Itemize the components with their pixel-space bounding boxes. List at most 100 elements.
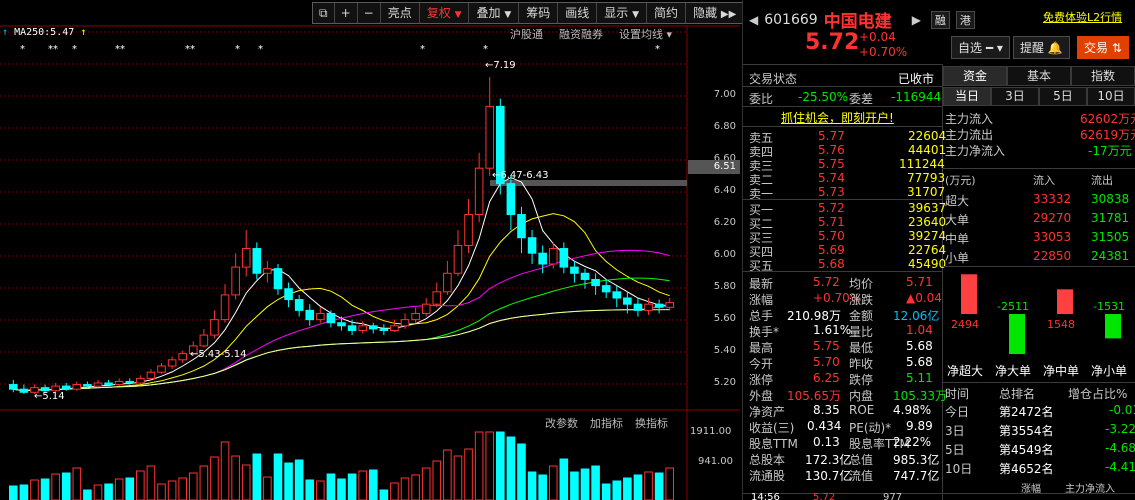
candlestick-chart[interactable]: * ** * ** ** * * * * * <box>0 0 740 500</box>
toolbar-chips[interactable]: 筹码 <box>519 3 559 23</box>
toolbar-draw[interactable]: 画线 <box>558 3 598 23</box>
candle[interactable] <box>252 242 262 280</box>
candle[interactable] <box>326 310 336 328</box>
link-switch-indicator[interactable]: 换指标 <box>635 417 668 430</box>
candle[interactable] <box>538 245 547 274</box>
candle[interactable] <box>125 378 135 385</box>
candle[interactable] <box>284 282 293 308</box>
candle[interactable] <box>665 298 675 311</box>
candle[interactable] <box>51 383 60 393</box>
candle[interactable] <box>506 175 516 230</box>
sell-level-price[interactable]: 5.75 <box>818 157 845 171</box>
event-marker[interactable]: * <box>655 44 660 55</box>
event-marker[interactable]: * <box>420 44 425 55</box>
candle[interactable] <box>347 319 357 336</box>
candle[interactable] <box>623 291 632 314</box>
link-add-indicator[interactable]: 加指标 <box>590 417 623 430</box>
remind-button[interactable]: 提醒 🔔 <box>1013 36 1070 59</box>
candle[interactable] <box>157 362 166 374</box>
event-marker[interactable]: * <box>235 44 240 55</box>
free-l2-link[interactable]: 免费体验L2行情 <box>1043 11 1123 24</box>
candle[interactable] <box>612 285 622 308</box>
candle[interactable] <box>220 284 230 323</box>
toolbar-display[interactable]: 显示 ▼ <box>597 3 648 23</box>
candle[interactable] <box>9 379 18 393</box>
candle[interactable] <box>390 319 399 332</box>
candle[interactable] <box>19 384 29 394</box>
candle[interactable] <box>30 384 39 394</box>
trade-button[interactable]: 交易 ⇅ <box>1077 36 1129 59</box>
candle[interactable] <box>273 264 283 295</box>
promo-link[interactable]: 抓住机会，即刻开户! <box>781 111 894 125</box>
watchlist-button[interactable]: 自选 ━ ▾ <box>951 36 1010 59</box>
candle[interactable] <box>61 383 71 391</box>
candle[interactable] <box>136 375 145 385</box>
candle[interactable] <box>633 298 643 317</box>
candle[interactable] <box>517 206 526 254</box>
event-marker[interactable]: * <box>72 44 77 55</box>
candle[interactable] <box>368 322 378 334</box>
candle[interactable] <box>400 313 410 329</box>
candle[interactable] <box>83 381 92 388</box>
tab-fund[interactable]: 资金 <box>943 66 1007 86</box>
prev-stock-icon[interactable]: ◀ <box>749 12 759 27</box>
candle[interactable] <box>580 268 590 289</box>
candle[interactable] <box>263 260 272 283</box>
buy-level-price[interactable]: 5.70 <box>818 229 845 243</box>
candle[interactable] <box>644 298 653 315</box>
event-marker[interactable]: * <box>258 44 263 55</box>
link-change-params[interactable]: 改参数 <box>545 417 578 430</box>
buy-level-price[interactable]: 5.72 <box>818 201 845 215</box>
toolbar-adjust[interactable]: 复权 ▼ <box>420 3 470 23</box>
toolbar-hide[interactable]: 隐藏 ▶▶ <box>686 3 745 23</box>
link-set-ma[interactable]: 设置均线 ▾ <box>619 28 673 41</box>
candle[interactable] <box>210 310 219 339</box>
candle[interactable] <box>474 152 484 223</box>
toolbar-highlight[interactable]: 亮点 <box>381 3 420 23</box>
candle[interactable] <box>188 341 198 356</box>
period-tab[interactable]: 3日 <box>991 87 1039 106</box>
next-stock-icon[interactable]: ▶ <box>911 12 921 27</box>
candle[interactable] <box>443 260 452 295</box>
event-marker[interactable]: ** <box>115 44 125 55</box>
link-margin[interactable]: 融资融券 <box>559 28 603 41</box>
margin-tag[interactable]: 融 <box>930 10 950 29</box>
period-tab[interactable]: 当日 <box>943 87 991 106</box>
hk-tag[interactable]: 港 <box>955 10 975 29</box>
candle[interactable] <box>104 379 113 387</box>
event-marker[interactable]: * <box>483 44 488 55</box>
candle[interactable] <box>241 230 251 277</box>
buy-level-price[interactable]: 5.68 <box>818 257 845 271</box>
candle[interactable] <box>114 378 124 387</box>
candle[interactable] <box>199 328 209 348</box>
window-icon[interactable]: ⧉ <box>313 3 335 23</box>
candle[interactable] <box>72 381 82 391</box>
candle[interactable] <box>496 98 505 195</box>
candle[interactable] <box>411 307 420 323</box>
period-tab[interactable]: 5日 <box>1039 87 1087 106</box>
buy-level-price[interactable]: 5.69 <box>818 243 845 257</box>
chart-area[interactable]: * ** * ** ** * * * * * <box>0 0 740 500</box>
candle[interactable] <box>231 253 240 300</box>
candle[interactable] <box>654 299 664 314</box>
zoom-in-button[interactable]: + <box>335 3 358 23</box>
event-marker[interactable]: ** <box>185 44 195 55</box>
sell-level-price[interactable]: 5.74 <box>818 171 845 185</box>
candle[interactable] <box>453 230 463 277</box>
sell-level-price[interactable]: 5.77 <box>818 129 845 143</box>
candle[interactable] <box>379 324 389 336</box>
tab-basic[interactable]: 基本 <box>1007 66 1071 86</box>
candle[interactable] <box>527 230 537 264</box>
candle[interactable] <box>485 77 495 176</box>
candle[interactable] <box>601 279 611 298</box>
candle[interactable] <box>421 298 431 317</box>
candle[interactable] <box>591 273 600 295</box>
candle[interactable] <box>93 379 103 388</box>
toolbar-overlay[interactable]: 叠加 ▼ <box>469 3 520 23</box>
sell-level-price[interactable]: 5.76 <box>818 143 845 157</box>
event-marker[interactable]: * <box>20 44 25 55</box>
candle[interactable] <box>146 369 156 380</box>
zoom-out-button[interactable]: − <box>358 3 381 23</box>
sell-level-price[interactable]: 5.73 <box>818 185 845 199</box>
candle[interactable] <box>464 199 473 254</box>
